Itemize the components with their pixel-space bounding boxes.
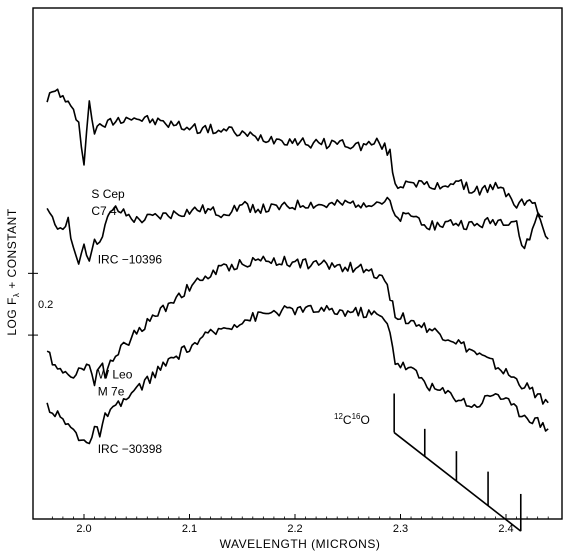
co-bandhead-annotation: 12C16O [334, 393, 522, 532]
co-label-c: C [343, 413, 352, 427]
series-line-2 [46, 255, 549, 405]
bandhead-diagonal [393, 431, 522, 532]
x-tick-label: 2.4 [498, 523, 513, 535]
series-line-1 [46, 196, 549, 265]
plot-border [32, 7, 563, 520]
co-label-o: O [360, 413, 369, 427]
series-labels: S Cep C7,4 IRC −10396 W Leo M 7e IRC −30398 [91, 187, 162, 456]
series-label: S Cep [91, 187, 125, 201]
series-label: IRC −10396 [98, 252, 163, 266]
y-axis-label-suffix: + CONSTANT [5, 208, 19, 292]
series-label-line2: M 7e [98, 385, 125, 399]
y-axis-label-subscript: λ [12, 293, 21, 298]
y-axis-label: LOG Fλ + CONSTANT [5, 208, 21, 335]
series-layer [46, 88, 549, 445]
x-tick-label: 2.0 [76, 523, 91, 535]
series-label: IRC −30398 [98, 442, 163, 456]
plot-frame [32, 7, 563, 520]
series-label: W Leo [98, 368, 133, 382]
series-line-0 [46, 88, 544, 218]
scale-bar-label: 0.2 [38, 299, 53, 311]
co-label-sup-12: 12 [334, 412, 343, 421]
co-label: 12C16O [334, 412, 370, 427]
x-tick-label: 2.2 [287, 523, 302, 535]
series-line-3 [46, 304, 549, 445]
x-axis-label: WAVELENGTH (MICRONS) [220, 537, 381, 551]
scale-bar: 0.2 [28, 272, 53, 336]
y-axis-label-main: LOG F [5, 297, 19, 336]
x-axis-ticks: 2.0 2.1 2.2 2.3 2.4 [51, 514, 549, 535]
series-label-line2: C7,4 [91, 204, 117, 218]
co-label-sup-16: 16 [352, 412, 361, 421]
x-tick-label: 2.1 [182, 523, 197, 535]
x-tick-label: 2.3 [393, 523, 408, 535]
